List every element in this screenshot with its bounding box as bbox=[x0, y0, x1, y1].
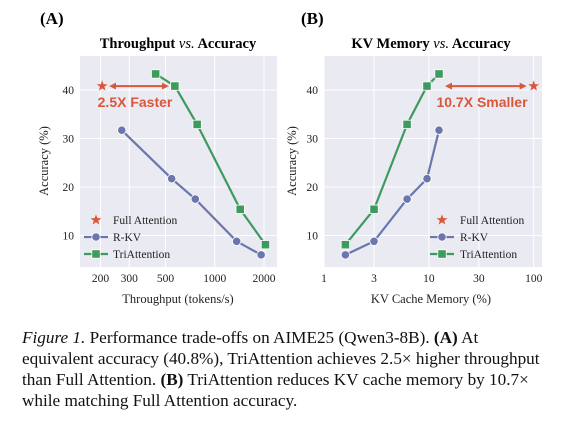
x-tick-label: 300 bbox=[121, 273, 139, 285]
panel-b-legend: Full Attention R-KV TriAttention bbox=[430, 214, 524, 261]
panel-a: (A) Throughput vs. Accuracy 200 300 500 100… bbox=[37, 9, 277, 306]
panel-a-label: (A) bbox=[40, 9, 64, 28]
panel-a-series bbox=[96, 69, 271, 260]
b-legend-marker bbox=[436, 214, 448, 225]
panel-a-title: Throughput vs. Accuracy bbox=[100, 36, 257, 52]
y-tick-label: 40 bbox=[63, 85, 75, 97]
b-rkv-point bbox=[402, 194, 412, 204]
legend-b-triattention: TriAttention bbox=[460, 249, 517, 261]
a-rkv-point bbox=[167, 174, 177, 184]
a-rkv-point bbox=[117, 125, 127, 135]
panel-a-grid bbox=[80, 56, 277, 267]
panel-a-x-ticks: 200 300 500 1000 2000 bbox=[92, 273, 276, 285]
x-tick-label: 3 bbox=[371, 273, 377, 285]
caption-text-3: TriAttention reduces KV cache memory by … bbox=[22, 370, 529, 410]
panel-b-legend-markers bbox=[430, 214, 454, 259]
caption-bold-b: (B) bbox=[160, 370, 184, 389]
panel-b-y-axis-label: Accuracy (%) bbox=[285, 126, 299, 196]
panel-b-grid bbox=[323, 56, 542, 267]
panel-b-x-ticks: 1 3 10 30 100 bbox=[321, 273, 542, 285]
x-tick-label: 10 bbox=[423, 273, 435, 285]
panel-a-legend-markers bbox=[84, 214, 108, 259]
panel-b-plot-area bbox=[324, 56, 542, 267]
b-triattention-point bbox=[402, 119, 412, 129]
caption-figure-label: Figure 1. bbox=[22, 328, 86, 347]
legend-b-full-attention: Full Attention bbox=[460, 215, 524, 227]
b-legend-marker bbox=[437, 249, 447, 259]
panel-a-y-axis-label: Accuracy (%) bbox=[37, 126, 51, 196]
x-tick-label: 100 bbox=[525, 273, 543, 285]
a-full-attention-point bbox=[96, 80, 108, 91]
y-tick-label: 30 bbox=[63, 133, 75, 145]
panel-a-annotation: 2.5X Faster bbox=[98, 94, 173, 110]
a-triattention-point bbox=[260, 240, 271, 250]
b-legend-marker bbox=[437, 232, 447, 242]
legend-b-rkv: R-KV bbox=[460, 232, 489, 244]
a-legend-marker bbox=[91, 232, 101, 242]
x-tick-label: 1000 bbox=[203, 273, 226, 285]
b-triattention-point bbox=[422, 81, 432, 91]
caption-bold-a: (A) bbox=[433, 328, 458, 347]
b-full-attention-point bbox=[528, 80, 540, 91]
b-rkv-point bbox=[369, 236, 379, 246]
caption-text-2: At equivalent accuracy (40.8%), TriAtten… bbox=[22, 328, 540, 389]
figure: (A) Throughput vs. Accuracy 200 300 500 100… bbox=[37, 9, 543, 306]
panel-b-annotation: 10.7X Smaller bbox=[436, 94, 528, 110]
a-triattention-point bbox=[235, 204, 245, 214]
y-tick-label: 20 bbox=[63, 182, 75, 194]
b-rkv-point bbox=[434, 125, 444, 135]
x-tick-label: 2000 bbox=[253, 273, 276, 285]
b-triattention-point bbox=[340, 240, 351, 250]
b-rkv-point bbox=[422, 174, 432, 184]
x-tick-label: 500 bbox=[157, 273, 175, 285]
b-triattention-point bbox=[369, 204, 379, 214]
b-triattention-point bbox=[434, 69, 444, 79]
panel-a-x-axis-label: Throughput (tokens/s) bbox=[122, 292, 233, 306]
a-rkv-point bbox=[190, 194, 200, 204]
b-rkv-point bbox=[340, 250, 351, 260]
x-tick-label: 1 bbox=[321, 273, 327, 285]
y-tick-label: 20 bbox=[307, 182, 319, 194]
a-legend-marker bbox=[90, 214, 102, 225]
y-tick-label: 10 bbox=[63, 230, 75, 242]
panel-b-series bbox=[340, 69, 540, 260]
panel-b-label: (B) bbox=[301, 9, 324, 28]
y-tick-label: 30 bbox=[307, 133, 319, 145]
legend-a-full-attention: Full Attention bbox=[113, 215, 177, 227]
panel-b-title: KV Memory vs. Accuracy bbox=[351, 36, 511, 52]
legend-a-triattention: TriAttention bbox=[113, 249, 170, 261]
a-legend-marker bbox=[91, 249, 101, 259]
x-tick-label: 200 bbox=[92, 273, 110, 285]
panel-b-x-axis-label: KV Cache Memory (%) bbox=[371, 292, 491, 306]
panel-a-y-ticks: 10 20 30 40 bbox=[63, 85, 75, 243]
panel-a-legend: Full Attention R-KV TriAttention bbox=[84, 214, 177, 261]
figure-caption: Figure 1. Performance trade-offs on AIME… bbox=[22, 327, 552, 411]
a-triattention-point bbox=[170, 81, 180, 91]
y-tick-label: 10 bbox=[307, 230, 319, 242]
panel-b: (B) KV Memory vs. Accuracy 1 3 10 30 100 10 2… bbox=[285, 9, 543, 306]
a-triattention-point bbox=[192, 119, 202, 129]
a-rkv-point bbox=[256, 250, 266, 260]
a-rkv-point bbox=[232, 236, 242, 246]
legend-a-rkv: R-KV bbox=[113, 232, 142, 244]
a-triattention-point bbox=[151, 69, 161, 79]
x-tick-label: 30 bbox=[473, 273, 485, 285]
caption-text-1: Performance trade-offs on AIME25 (Qwen3-… bbox=[85, 328, 434, 347]
panel-b-y-ticks: 10 20 30 40 bbox=[307, 85, 319, 243]
y-tick-label: 40 bbox=[307, 85, 319, 97]
